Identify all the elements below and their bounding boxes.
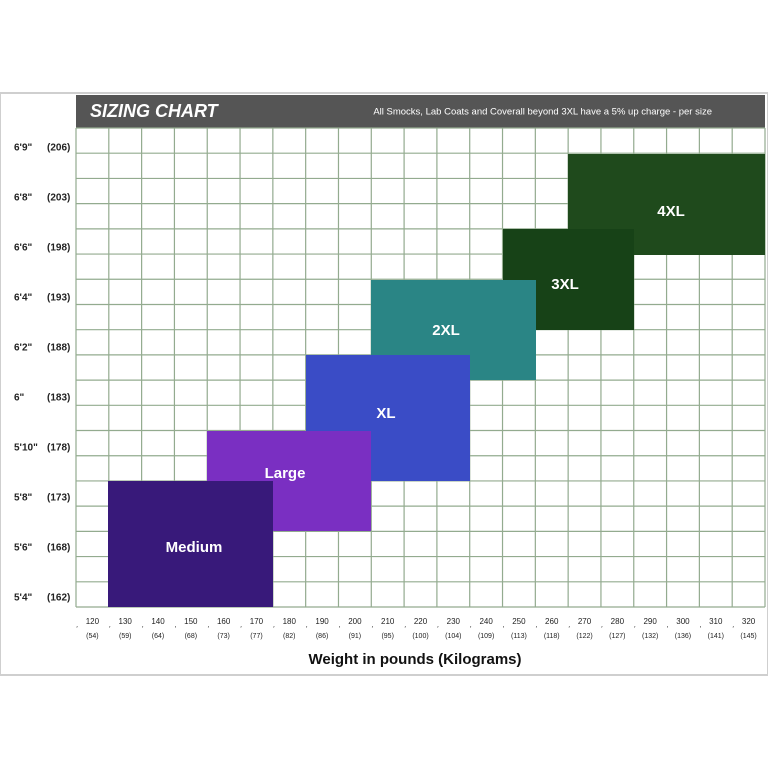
tick-mark: ′	[437, 626, 439, 633]
weight-kg-label: (136)	[675, 633, 691, 640]
height-cm-label: (168)	[47, 543, 70, 554]
tick-mark: ′	[109, 626, 111, 633]
height-label: 5'6"	[14, 543, 33, 554]
weight-kg-label: (109)	[478, 633, 494, 640]
weight-label: 210	[381, 617, 395, 626]
height-cm-label: (203)	[47, 193, 70, 204]
tick-mark: ′	[667, 626, 669, 633]
size-label: 2XL	[432, 322, 460, 339]
height-cm-label: (198)	[47, 243, 70, 254]
weight-label: 190	[315, 617, 329, 626]
weight-kg-label: (132)	[642, 633, 658, 640]
weight-label: 300	[676, 617, 690, 626]
size-blocks: 4XL 3XL 2XL XL Large Medium	[108, 154, 765, 607]
height-label: 6'6"	[14, 243, 33, 254]
weight-label: 200	[348, 617, 362, 626]
tick-mark: ′	[76, 626, 78, 633]
height-cm-label: (193)	[47, 293, 70, 304]
size-label: XL	[376, 405, 395, 422]
tick-mark: ′	[273, 626, 275, 633]
weight-label: 220	[414, 617, 428, 626]
height-label: 6'2"	[14, 343, 33, 354]
weight-label: 140	[151, 617, 165, 626]
weight-label: 270	[578, 617, 592, 626]
weight-label: 280	[611, 617, 625, 626]
weight-label: 160	[217, 617, 231, 626]
size-block	[108, 481, 273, 607]
weight-label: 170	[250, 617, 264, 626]
tick-mark: ′	[634, 626, 636, 633]
weight-kg-label: (141)	[708, 633, 724, 640]
size-label: Large	[265, 465, 306, 482]
height-cm-label: (183)	[47, 393, 70, 404]
weight-kg-label: (100)	[412, 633, 428, 640]
tick-mark: ′	[175, 626, 177, 633]
weight-kg-label: (122)	[576, 633, 592, 640]
weight-label: 150	[184, 617, 198, 626]
weight-kg-label: (118)	[544, 633, 560, 640]
weight-label: 130	[119, 617, 133, 626]
weight-label: 290	[643, 617, 657, 626]
weight-label: 250	[512, 617, 526, 626]
height-label: 6'9"	[14, 143, 33, 154]
height-label: 5'8"	[14, 493, 33, 504]
tick-mark: ′	[470, 626, 472, 633]
tick-mark: ′	[208, 626, 210, 633]
tick-mark: ′	[240, 626, 242, 633]
height-label: 5'4"	[14, 593, 33, 604]
weight-kg-label: (59)	[119, 633, 131, 640]
size-label: Medium	[166, 539, 223, 556]
height-cm-label: (162)	[47, 593, 70, 604]
weight-kg-label: (82)	[283, 633, 295, 640]
tick-mark: ′	[142, 626, 144, 633]
weight-kg-label: (104)	[445, 633, 461, 640]
height-label: 6"	[14, 393, 25, 404]
weight-label: 120	[86, 617, 100, 626]
tick-mark: ′	[339, 626, 341, 633]
weight-label: 310	[709, 617, 723, 626]
height-label: 6'4"	[14, 293, 33, 304]
weight-label: 180	[283, 617, 297, 626]
tick-mark: ′	[601, 626, 603, 633]
tick-mark: ′	[536, 626, 538, 633]
tick-mark: ′	[700, 626, 702, 633]
height-label: 6'8"	[14, 193, 33, 204]
title: SIZING CHART	[90, 101, 220, 121]
tick-mark: ′	[733, 626, 735, 633]
weight-kg-label: (68)	[185, 633, 197, 640]
note: All Smocks, Lab Coats and Coverall beyon…	[373, 107, 712, 118]
weight-label: 260	[545, 617, 559, 626]
weight-kg-label: (73)	[217, 633, 229, 640]
weight-kg-label: (127)	[609, 633, 625, 640]
tick-mark: ′	[568, 626, 570, 633]
tick-mark: ′	[404, 626, 406, 633]
weight-kg-label: (54)	[86, 633, 98, 640]
tick-mark: ′	[372, 626, 374, 633]
weight-kg-label: (64)	[152, 633, 164, 640]
weight-label: 240	[479, 617, 493, 626]
weight-kg-label: (86)	[316, 633, 328, 640]
weight-kg-label: (113)	[511, 633, 527, 640]
size-label: 3XL	[551, 276, 579, 293]
weight-kg-label: (95)	[381, 633, 393, 640]
height-label: 5'10"	[14, 443, 38, 454]
height-cm-label: (188)	[47, 343, 70, 354]
weight-kg-label: (91)	[349, 633, 361, 640]
tick-mark: ′	[306, 626, 308, 633]
height-cm-label: (178)	[47, 443, 70, 454]
x-axis-title: Weight in pounds (Kilograms)	[308, 651, 521, 668]
height-cm-label: (173)	[47, 493, 70, 504]
weight-label: 230	[447, 617, 461, 626]
header-bar	[76, 95, 765, 128]
tick-mark: ′	[503, 626, 505, 633]
weight-label: 320	[742, 617, 756, 626]
weight-kg-label: (145)	[740, 633, 756, 640]
size-label: 4XL	[657, 203, 685, 220]
height-cm-label: (206)	[47, 143, 70, 154]
weight-kg-label: (77)	[250, 633, 262, 640]
